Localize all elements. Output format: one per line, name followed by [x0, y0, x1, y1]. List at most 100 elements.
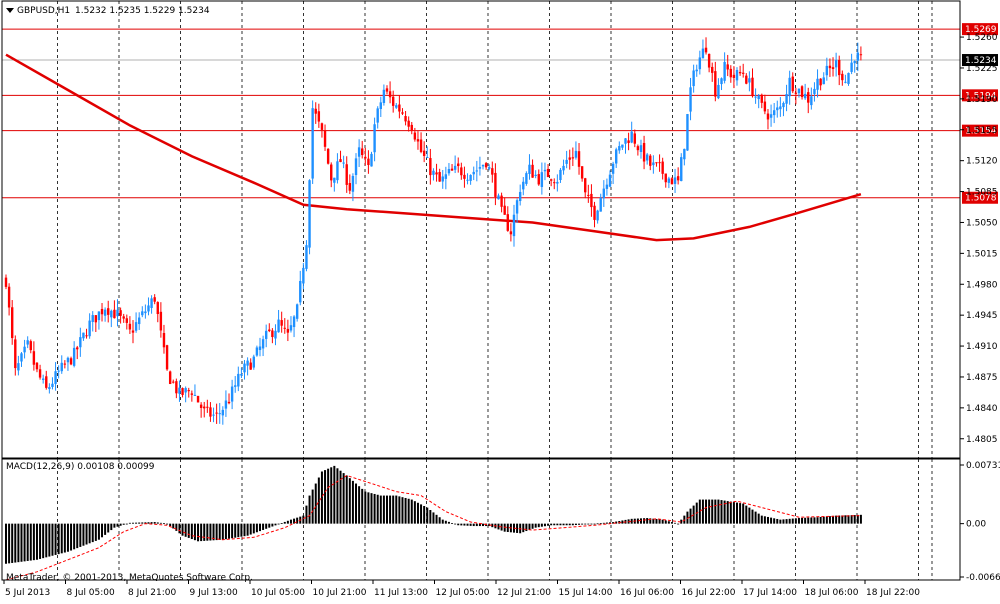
- y-tick-label: 1.5260: [966, 33, 998, 43]
- candle: [497, 193, 500, 200]
- candle: [361, 140, 364, 159]
- macd-histogram-bar: [20, 523, 23, 562]
- candle: [302, 262, 305, 290]
- candle-body: [717, 84, 720, 99]
- macd-histogram-bar: [280, 523, 283, 524]
- candle: [206, 399, 209, 413]
- macd-histogram-bar: [609, 522, 612, 524]
- candle-body: [608, 174, 612, 187]
- candle-body: [218, 413, 221, 415]
- candle: [782, 101, 785, 117]
- candle: [772, 102, 776, 124]
- macd-histogram-bar: [444, 520, 447, 524]
- macd-histogram-bar: [91, 523, 94, 543]
- candle-body: [264, 330, 268, 339]
- candle-body: [283, 327, 286, 329]
- macd-histogram-bar: [184, 523, 187, 537]
- candle-body: [587, 194, 590, 196]
- candle: [351, 173, 355, 202]
- candle-body: [500, 195, 503, 207]
- macd-histogram-bar: [333, 465, 336, 524]
- candle: [611, 161, 615, 185]
- candle-body: [181, 388, 184, 395]
- candle-body: [525, 173, 528, 184]
- candle-body: [726, 64, 729, 70]
- candle: [525, 171, 528, 186]
- candle-body: [122, 316, 125, 319]
- candle-body: [144, 311, 147, 314]
- y-tick-label: 1.5085: [966, 188, 998, 198]
- macd-histogram-bar: [348, 478, 351, 524]
- candle-body: [85, 335, 88, 337]
- x-tick-label: 15 Jul 14:00: [559, 588, 613, 598]
- candle: [720, 77, 723, 91]
- macd-histogram-bar: [701, 499, 704, 524]
- macd-histogram-bar: [853, 515, 856, 524]
- candle-body: [175, 381, 178, 394]
- candle: [168, 370, 172, 385]
- macd-histogram-bar: [190, 523, 193, 540]
- candle-body: [88, 320, 91, 337]
- candle: [122, 313, 125, 323]
- candle-body: [48, 387, 51, 390]
- candle: [748, 71, 751, 92]
- chart-menu-triangle-icon[interactable]: [6, 8, 14, 13]
- candle: [178, 380, 181, 402]
- candle: [652, 155, 655, 174]
- candle: [370, 151, 373, 167]
- macd-histogram-bar: [599, 523, 602, 524]
- macd-histogram-bar: [14, 523, 17, 563]
- macd-y-tick-label: 0.00731: [966, 461, 1000, 471]
- candle-body: [4, 277, 8, 287]
- candle: [23, 339, 26, 359]
- candle: [398, 95, 401, 119]
- macd-histogram-bar: [76, 523, 79, 549]
- candle-body: [813, 88, 816, 95]
- candle: [457, 157, 460, 173]
- macd-histogram-bar: [801, 517, 804, 524]
- candle-body: [258, 346, 262, 351]
- macd-histogram-bar: [246, 523, 249, 536]
- macd-histogram-bar: [630, 518, 633, 524]
- candle-body: [444, 174, 448, 179]
- candle: [723, 52, 726, 84]
- candle-body: [370, 153, 373, 167]
- candle-body: [141, 311, 144, 316]
- candle: [286, 319, 290, 342]
- candle: [422, 141, 426, 163]
- candle-body: [119, 310, 122, 316]
- macd-histogram-bar: [113, 523, 116, 528]
- macd-histogram-bar: [203, 523, 206, 541]
- macd-histogram-bar: [128, 522, 131, 524]
- candle: [125, 314, 129, 330]
- candle: [382, 84, 386, 106]
- candle-body: [822, 77, 825, 85]
- candle: [252, 354, 255, 370]
- candle: [602, 180, 606, 207]
- candle: [639, 139, 643, 159]
- candle-body: [29, 341, 32, 351]
- y-tick-label: 1.5120: [966, 157, 998, 167]
- candle-body: [714, 71, 717, 97]
- candle: [838, 55, 841, 86]
- candle: [847, 72, 850, 86]
- candle: [404, 110, 407, 126]
- candle: [391, 90, 395, 113]
- candle: [834, 52, 838, 77]
- candle-body: [348, 183, 352, 191]
- macd-histogram-bar: [88, 523, 91, 544]
- macd-histogram-bar: [243, 523, 246, 537]
- macd-histogram-bar: [413, 501, 416, 524]
- candle-body: [388, 91, 392, 98]
- candle-body: [596, 210, 599, 221]
- candle: [234, 376, 237, 393]
- candle-body: [38, 369, 42, 378]
- macd-histogram-bar: [141, 522, 144, 524]
- candle: [590, 184, 593, 217]
- candle-body: [410, 124, 413, 132]
- macd-histogram-bar: [376, 494, 379, 524]
- candle-body: [274, 330, 277, 339]
- frame-layer: [1, 0, 961, 581]
